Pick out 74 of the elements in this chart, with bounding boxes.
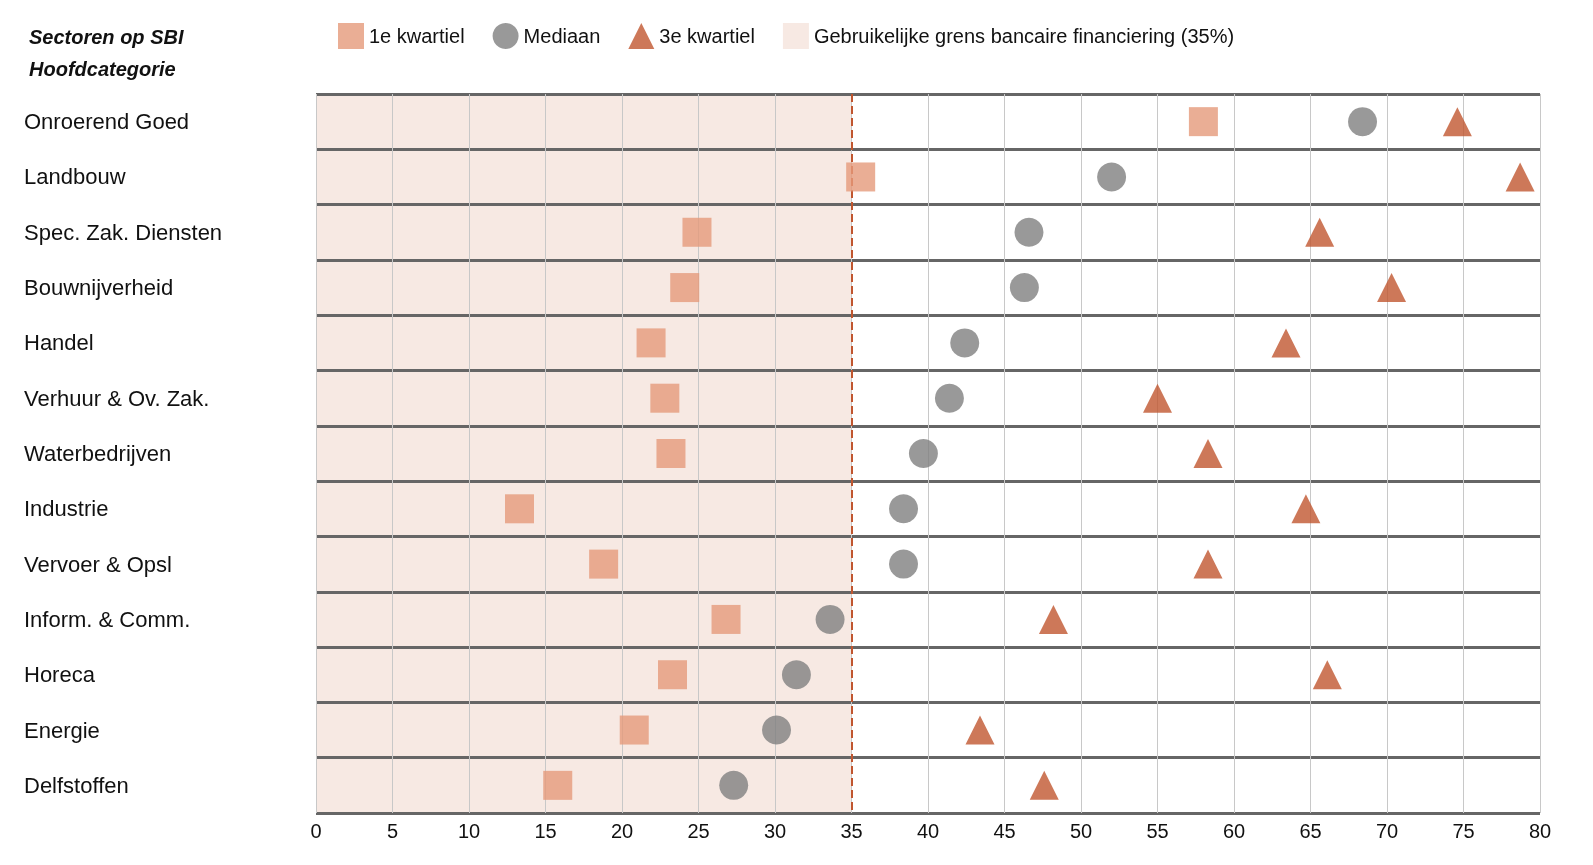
y-tick-label: Verhuur & Ov. Zak. [24,385,210,411]
y-tick-label: Waterbedrijven [24,441,172,466]
text: Sectoren op SBI Hoofdcategorie [29,26,184,80]
point [719,770,749,800]
x-tick-label: 20 [610,820,634,842]
point [846,162,876,192]
point [1442,107,1472,137]
y-tick-label: Landbouw [24,164,126,190]
x-tick-label: 60 [1222,820,1246,842]
point [1377,273,1407,303]
y-tick-label: Delfstoffen [24,772,129,798]
y-tick-label: Spec. Zak. Diensten [24,219,223,245]
point [950,328,980,358]
point [1305,217,1335,247]
point [1193,549,1223,579]
x-tick-label: 30 [763,820,787,842]
y-tick-label: Handel [24,330,94,356]
point [1291,494,1321,524]
x-tick-label: 0 [310,820,322,842]
point [815,604,845,634]
legend-label: Gebruikelijke grens bancaire financiering (35%) [813,25,1235,47]
point [1193,439,1223,468]
point [781,660,811,690]
y-tick-label: Industrie [24,496,109,522]
point [1014,217,1044,247]
y-tick-label: Bouwnijverheid [24,275,174,301]
point [1188,107,1218,137]
point [670,273,700,303]
x-tick-label: 10 [457,820,481,842]
legend-label: Mediaan [523,25,601,47]
x-tick-label: 5 [386,820,399,842]
point [619,715,649,745]
x-tick-label: 35 [840,820,863,842]
x-tick-label: 45 [993,820,1016,842]
point [1029,770,1059,800]
point [1271,328,1301,358]
x-tick-label: 50 [1069,820,1093,842]
x-tick-label: 80 [1528,820,1552,842]
point [1038,604,1068,634]
legend-label: 3e kwartiel [659,25,755,47]
y-tick-label: Energie [24,717,100,743]
point [908,439,938,468]
point [762,715,792,745]
point [682,217,712,247]
point [1097,162,1127,192]
x-tick-label: 70 [1375,820,1399,842]
point [1348,107,1378,137]
point [1143,383,1172,413]
y-tick-label: Horeca [24,662,96,688]
y-tick-label: Inform. & Comm. [24,606,191,632]
point [657,660,687,690]
point [650,383,680,413]
point [656,439,686,468]
x-tick-label: 15 [534,820,557,842]
point [711,604,741,634]
point [636,328,666,358]
point [589,549,619,579]
legend-label: 1e kwartiel [369,25,465,47]
x-tick-label: 25 [687,820,710,842]
x-tick-label: 75 [1452,820,1475,842]
point [543,770,573,800]
point [1505,162,1535,192]
y-tick-label: Onroerend Goed [24,109,190,135]
point [889,549,919,579]
point [965,715,995,745]
point [889,494,919,524]
point [504,494,534,524]
x-tick-label: 55 [1146,820,1169,842]
x-tick-label: 40 [916,820,940,842]
y-tick-label: Vervoer & Opsl [24,551,172,577]
x-tick-label: 65 [1299,820,1322,842]
point [1312,660,1342,690]
point [934,383,964,413]
point [1009,273,1039,303]
